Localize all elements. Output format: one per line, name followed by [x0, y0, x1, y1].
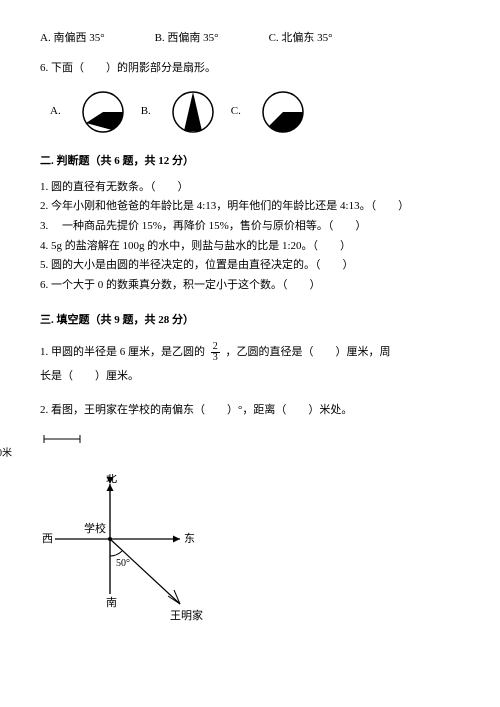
q6-shapes: A. B. C.	[50, 89, 460, 135]
q5-opt-a: A. 南偏西 35°	[40, 30, 105, 48]
compass-svg: 北 南 东 西 学校 50° 王明家	[40, 474, 230, 624]
dir-east: 东	[184, 532, 195, 545]
section2-title: 二. 判断题（共 6 题，共 12 分）	[40, 153, 460, 171]
section2-list: 1. 圆的直径有无数条。（ ） 2. 今年小刚和他爸爸的年龄比是 4:13，明年…	[40, 179, 460, 295]
angle-label: 50°	[116, 558, 130, 569]
s3-q1-b: ，乙圆的直径是（ ）厘米，周	[226, 346, 391, 358]
shape-b	[170, 89, 216, 135]
dir-west: 西	[42, 533, 53, 545]
q5-options: A. 南偏西 35° B. 西偏南 35° C. 北偏东 35°	[40, 30, 460, 48]
compass-diagram: 1000米 北 南 东 西 学校 50° 王明家	[40, 433, 460, 625]
s2-item: 6. 一个大于 0 的数乘真分数，积一定小于这个数。（ ）	[40, 277, 460, 295]
s3-q1-a: 1. 甲圆的半径是 6 厘米，是乙圆的	[40, 346, 205, 358]
shape-a	[80, 89, 126, 135]
s3-q1: 1. 甲圆的半径是 6 厘米，是乙圆的 2 3 ，乙圆的直径是（ ）厘米，周 长…	[40, 340, 460, 388]
shape-c	[260, 89, 306, 135]
s2-item: 3. 一种商品先提价 15%，再降价 15%，售价与原价相等。（ ）	[40, 218, 460, 236]
s2-item: 2. 今年小刚和他爸爸的年龄比是 4:13，明年他们的年龄比还是 4:13。（ …	[40, 198, 460, 216]
q5-opt-c: C. 北偏东 35°	[269, 30, 333, 48]
q6-label-a: A.	[50, 103, 61, 121]
q6-label-b: B.	[141, 103, 151, 121]
school-label: 学校	[84, 521, 106, 535]
frac-den: 3	[211, 353, 220, 363]
section3-title: 三. 填空题（共 9 题，共 28 分）	[40, 312, 460, 330]
s2-item: 5. 圆的大小是由圆的半径决定的，位置是由直径决定的。（ ）	[40, 257, 460, 275]
scale-text: 1000米	[0, 448, 12, 459]
s2-item: 4. 5g 的盐溶解在 100g 的水中，则盐与盐水的比是 1:20。（ ）	[40, 238, 460, 256]
dir-south: 南	[106, 596, 117, 609]
home-label: 王明家	[170, 608, 203, 622]
fraction-2-3: 2 3	[211, 342, 220, 363]
q6-stem: 6. 下面（ ）的阴影部分是扇形。	[40, 60, 460, 78]
s2-item: 1. 圆的直径有无数条。（ ）	[40, 179, 460, 197]
q5-opt-b: B. 西偏南 35°	[155, 30, 219, 48]
s3-q2: 2. 看图，王明家在学校的南偏东（ ）°，距离（ ）米处。	[40, 398, 460, 422]
s3-q1-c: 长是（ ）厘米。	[40, 364, 460, 388]
dir-north: 北	[106, 474, 117, 485]
q6-label-c: C.	[231, 103, 241, 121]
scale-legend: 1000米	[40, 433, 100, 469]
